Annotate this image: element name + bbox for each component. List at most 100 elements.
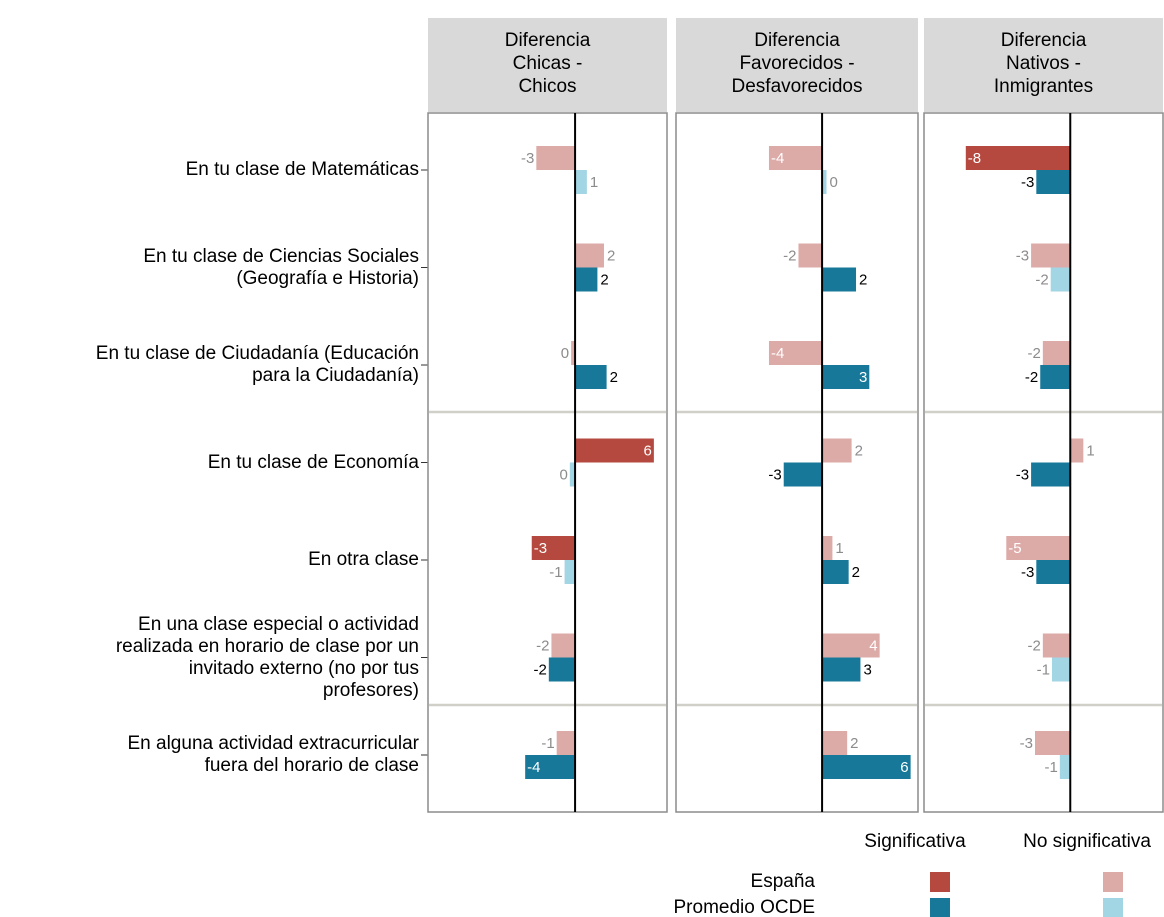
legend-swatch — [930, 872, 950, 892]
legend-swatch — [1103, 872, 1123, 892]
bar — [822, 536, 833, 560]
value-label: -3 — [521, 150, 534, 167]
value-label: -3 — [1016, 247, 1029, 264]
bar — [768, 341, 823, 365]
bar — [1031, 462, 1071, 487]
value-label: -2 — [533, 661, 546, 678]
value-label: 6 — [644, 442, 652, 459]
value-label: 2 — [607, 247, 615, 264]
value-label: -3 — [534, 540, 547, 557]
bar — [1042, 633, 1071, 658]
legend-swatch — [1103, 898, 1123, 917]
bar — [1070, 438, 1084, 463]
value-label: -3 — [768, 466, 781, 483]
bar — [575, 438, 654, 463]
facet-strip — [924, 18, 1163, 112]
bar — [575, 170, 587, 194]
bar — [822, 267, 857, 292]
value-label: 2 — [852, 564, 860, 581]
bar — [768, 146, 823, 170]
bar — [798, 243, 823, 268]
bar — [965, 146, 1071, 170]
value-label: 2 — [850, 735, 858, 752]
bar — [822, 438, 852, 463]
bar — [1059, 755, 1071, 779]
value-label: -1 — [1044, 759, 1057, 776]
bar — [1036, 560, 1071, 584]
value-label: -2 — [783, 247, 796, 264]
value-label: -3 — [1020, 735, 1033, 752]
value-label: 1 — [835, 540, 843, 557]
value-label: -1 — [549, 564, 562, 581]
bar — [1036, 170, 1071, 194]
value-label: -2 — [1035, 271, 1048, 288]
value-label: -2 — [1028, 345, 1041, 362]
value-label: 2 — [855, 442, 863, 459]
value-label: 2 — [859, 271, 867, 288]
value-label: -8 — [968, 150, 981, 167]
bar — [575, 365, 607, 389]
legend-swatch — [930, 898, 950, 917]
bar — [525, 755, 576, 779]
legend-header: No significativa — [1023, 831, 1151, 852]
bar — [822, 731, 848, 755]
bar — [556, 731, 576, 755]
category-label: En una clase especial o actividad realiz… — [115, 613, 419, 701]
value-label: -2 — [1028, 637, 1041, 654]
legend-label: Promedio OCDE — [674, 897, 816, 917]
value-label: -5 — [1008, 540, 1021, 557]
value-label: 1 — [1086, 442, 1094, 459]
value-label: -4 — [527, 759, 540, 776]
value-label: 3 — [863, 661, 871, 678]
legend-header: Significativa — [864, 831, 966, 852]
bar — [1006, 536, 1071, 560]
value-label: -1 — [1037, 661, 1050, 678]
bar — [564, 560, 576, 584]
category-label: En tu clase de Economía — [207, 451, 419, 473]
value-label: 0 — [559, 466, 567, 483]
value-label: 6 — [900, 759, 908, 776]
value-label: -4 — [771, 345, 784, 362]
bar — [531, 536, 576, 560]
value-label: -4 — [771, 150, 784, 167]
bar — [571, 341, 576, 365]
bar — [1040, 365, 1071, 389]
value-label: -2 — [536, 637, 549, 654]
value-label: -3 — [1016, 466, 1029, 483]
value-label: 0 — [561, 345, 569, 362]
category-label: En tu clase de Matemáticas — [185, 159, 419, 180]
value-label: -2 — [1025, 369, 1038, 386]
value-label: -3 — [1021, 564, 1034, 581]
value-label: 2 — [600, 271, 608, 288]
value-label: 2 — [610, 369, 618, 386]
facet-title: Diferencia Nativos - Inmigrantes — [993, 30, 1094, 97]
value-label: 4 — [869, 637, 877, 654]
bar — [575, 267, 598, 292]
bar — [569, 462, 576, 487]
bar — [822, 170, 827, 194]
bar — [822, 560, 849, 584]
value-label: 1 — [590, 174, 598, 191]
bar — [536, 146, 576, 170]
facet-strip — [428, 18, 667, 112]
bar — [822, 657, 861, 682]
bar — [1051, 657, 1071, 682]
legend-label: España — [751, 871, 816, 892]
value-label: 3 — [859, 369, 867, 386]
facet-strip — [676, 18, 918, 112]
category-label: En tu clase de Ciudadanía (Educación par… — [95, 343, 419, 386]
facet-title: Diferencia Favorecidos - Desfavorecidos — [731, 30, 863, 97]
bar — [783, 462, 823, 487]
bar — [548, 657, 576, 682]
facet-title: Diferencia Chicas - Chicos — [504, 30, 591, 97]
value-label: 0 — [830, 174, 838, 191]
bar — [1035, 731, 1071, 755]
category-label: En tu clase de Ciencias Sociales (Geogra… — [143, 245, 419, 289]
bar — [1050, 267, 1071, 292]
bar — [575, 243, 604, 268]
value-label: -1 — [541, 735, 554, 752]
bar — [822, 365, 870, 389]
category-label: En otra clase — [308, 549, 419, 570]
